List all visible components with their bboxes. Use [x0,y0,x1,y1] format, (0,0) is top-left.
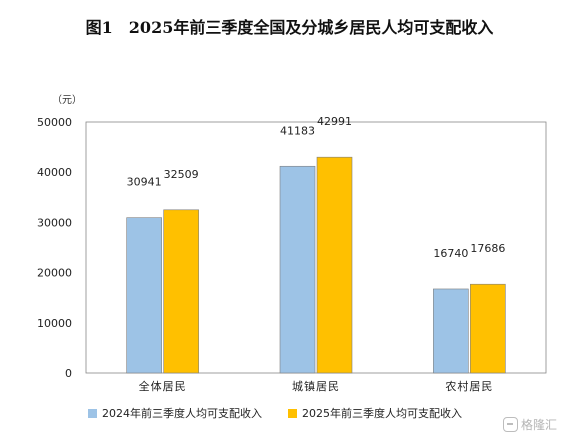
chart-title: 图1 2025年前三季度全国及分城乡居民人均可支配收入 [0,14,579,38]
y-tick-label: 40000 [37,166,72,179]
bar-2025-1 [316,156,353,374]
plot-frame [85,121,547,374]
x-category-label: 城镇居民 [292,379,340,393]
legend: 2024年前三季度人均可支配收入 2025年前三季度人均可支配收入 [88,405,488,421]
x-category-label: 全体居民 [139,379,187,393]
chart-title-text: 2025年前三季度全国及分城乡居民人均可支配收入 [128,18,494,37]
data-label-2024-1: 41183 [280,124,315,137]
bar-2024-1 [279,165,316,374]
legend-item-2024: 2024年前三季度人均可支配收入 [88,405,262,421]
data-label-2025-1: 42991 [317,115,352,128]
y-tick-label: 30000 [37,216,72,229]
bar-2025-0 [163,209,199,374]
figure-number: 图1 [85,18,113,37]
y-axis-unit-label: （元） [52,94,82,106]
x-category-label: 农村居民 [445,379,493,393]
data-label-2025-2: 17686 [470,242,505,255]
legend-label-2024: 2024年前三季度人均可支配收入 [102,407,262,420]
y-axis-ticks: 0 10000 20000 30000 40000 50000 [37,116,72,380]
legend-label-2025: 2025年前三季度人均可支配收入 [302,407,462,420]
legend-swatch-2024 [88,408,97,418]
y-tick-label: 20000 [37,267,72,280]
bar-2025-2 [470,283,506,374]
gelonghui-logo-icon [503,417,518,432]
watermark: 格隆汇 [503,416,557,433]
data-label-2024-0: 30941 [127,176,162,189]
legend-swatch-2025 [288,408,297,418]
data-label-2024-2: 16740 [433,247,468,260]
y-tick-label: 0 [65,367,72,380]
bar-2024-2 [433,288,469,374]
data-label-2025-0: 32509 [164,168,199,181]
y-tick-label: 50000 [37,116,72,129]
bar-2024-0 [126,217,162,374]
y-tick-label: 10000 [37,317,72,330]
x-axis-categories: 全体居民 城镇居民 农村居民 [139,379,493,393]
legend-item-2025: 2025年前三季度人均可支配收入 [288,405,462,421]
watermark-text: 格隆汇 [521,418,558,432]
bar-group [126,156,506,374]
